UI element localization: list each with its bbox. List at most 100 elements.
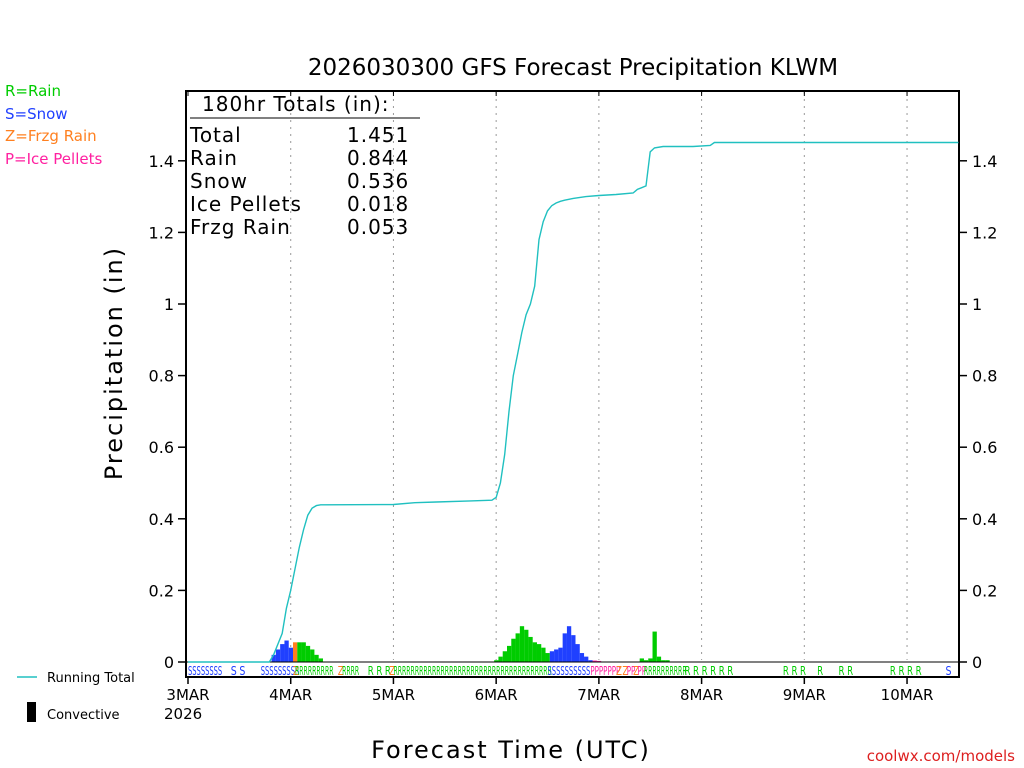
precip-bar-rain — [536, 644, 542, 662]
y-tick-label-right: 0.2 — [972, 581, 997, 600]
precip-bar-snow — [288, 647, 294, 662]
y-tick-label-left: 1.2 — [149, 223, 174, 242]
precip-bar-rain — [301, 642, 306, 662]
precip-type-letters: R — [898, 664, 904, 678]
precip-bar-rain — [665, 660, 670, 662]
precip-bar-snow — [588, 660, 593, 662]
x-tick-label: 8MAR — [680, 686, 723, 704]
precip-bar-rain — [661, 660, 666, 662]
precip-type-letters: PP — [627, 664, 636, 678]
y-tick-label-left: 0.4 — [149, 510, 174, 529]
precip-type-letters: R — [817, 664, 823, 678]
precip-type-letters: R — [376, 664, 382, 678]
precip-bar-snow — [558, 647, 563, 662]
precip-bar-snow — [575, 644, 580, 662]
precip-bar-snow — [284, 640, 289, 662]
precip-type-letters: SSSSSSSS — [188, 664, 222, 678]
precip-bar-rain — [310, 649, 315, 662]
precip-type-letters: R — [368, 664, 374, 678]
y-tick-label-right: 0.6 — [972, 438, 997, 457]
precip-type-letters: R — [890, 664, 896, 678]
precip-bar-frzg-rain — [293, 642, 298, 662]
y-axes: 0 0 0.2 0.2 0.4 0.4 0.6 0.6 0.8 0.8 1 1 1.2 1.2 1.4 1.4 — [149, 152, 998, 672]
precip-bar-snow — [566, 626, 572, 662]
x-tick-label: 6MAR — [475, 686, 518, 704]
precip-type-letters: S — [239, 664, 245, 678]
totals-value-rain: 0.844 — [347, 146, 409, 170]
totals-label-rain: Rain — [190, 146, 238, 170]
precip-type-letters: Z — [293, 664, 299, 678]
y-tick-label-left: 0 — [164, 653, 174, 672]
y-axis-title: Precipitation (in) — [100, 246, 128, 480]
precip-bar-rain — [515, 633, 520, 662]
y-tick-label-left: 0.2 — [149, 581, 174, 600]
legend-rain: R=Rain — [5, 82, 61, 100]
precip-bar-ice-pellets — [592, 660, 597, 662]
y-tick-label-left: 1 — [164, 295, 174, 314]
precip-bar-rain — [305, 645, 311, 662]
precip-bar-snow — [554, 649, 559, 662]
precip-bars — [271, 626, 670, 662]
y-tick-label-right: 0 — [972, 653, 982, 672]
precip-bar-snow — [271, 654, 276, 662]
precip-bar-rain — [498, 656, 503, 662]
y-tick-label-left: 1.4 — [149, 152, 174, 171]
precip-bar-rain — [528, 636, 533, 662]
precip-bar-rain — [511, 638, 516, 662]
convective-label: Convective — [47, 708, 120, 723]
totals-value-snow: 0.536 — [347, 169, 409, 193]
x-axis-title: Forecast Time (UTC) — [371, 736, 651, 764]
convective-swatch — [27, 702, 36, 722]
precip-type-letters: Z — [622, 664, 628, 678]
running-total-label: Running Total — [47, 671, 135, 686]
x-tick-label: 5MAR — [372, 686, 415, 704]
precip-type-letters: S — [231, 664, 237, 678]
precip-type-letters: R — [783, 664, 789, 678]
precip-bar-rain — [519, 626, 525, 662]
precip-bar-snow — [584, 656, 589, 662]
precip-type-letters: RRRRRRRRRRRRRRRRRRRRRRRRRRRRRRRRRRRRR — [393, 664, 551, 678]
precip-type-letters: Z — [338, 664, 344, 678]
precip-bar-snow — [549, 651, 555, 662]
precip-type-letters: RRRR — [342, 664, 359, 678]
x-year-label: 2026 — [164, 705, 202, 723]
precip-type-letters: R — [727, 664, 733, 678]
precip-bar-rain — [297, 642, 302, 662]
series-legend: Running Total Convective — [17, 671, 135, 723]
x-tick-label: 7MAR — [577, 686, 620, 704]
precip-type-letters: R — [693, 664, 699, 678]
precip-type-letters: R — [907, 664, 913, 678]
precip-bar-snow — [562, 633, 567, 662]
y-tick-label-right: 0.4 — [972, 510, 997, 529]
y-tick-label-left: 0.8 — [149, 367, 174, 386]
precip-bar-snow — [280, 644, 285, 662]
precip-type-letters: R — [710, 664, 716, 678]
precip-type-letters: PP — [637, 664, 646, 678]
precip-type-letters: R — [719, 664, 725, 678]
precip-bar-rain — [643, 660, 649, 662]
precip-bar-rain — [545, 653, 550, 662]
y-tick-label-left: 0.6 — [149, 438, 174, 457]
precip-type-letters: Z — [616, 664, 622, 678]
totals-header: 180hr Totals (in): — [202, 92, 390, 116]
precip-bar-rain — [652, 631, 657, 662]
precip-type-letters: R — [684, 664, 690, 678]
precip-bar-rain — [541, 647, 546, 662]
totals-label-ice-pellets: Ice Pellets — [190, 192, 302, 216]
precip-type-letters: R — [800, 664, 806, 678]
precip-type-letters: Z — [633, 664, 639, 678]
totals-label-frzg-rain: Frzg Rain — [190, 215, 291, 239]
x-tick-label: 3MAR — [166, 686, 209, 704]
precip-type-letters: R — [702, 664, 708, 678]
precip-bar-rain — [502, 651, 508, 662]
precip-bar-rain — [648, 658, 653, 662]
precip-bar-rain — [639, 658, 644, 662]
plot-frame — [185, 90, 960, 678]
precip-bar-snow — [571, 635, 576, 662]
precip-type-letters: Z — [389, 664, 395, 678]
precip-type-legend: R=Rain S=Snow Z=Frzg Rain P=Ice Pellets — [5, 82, 102, 168]
precip-type-letters: R — [385, 664, 391, 678]
running-total-line — [188, 141, 959, 663]
